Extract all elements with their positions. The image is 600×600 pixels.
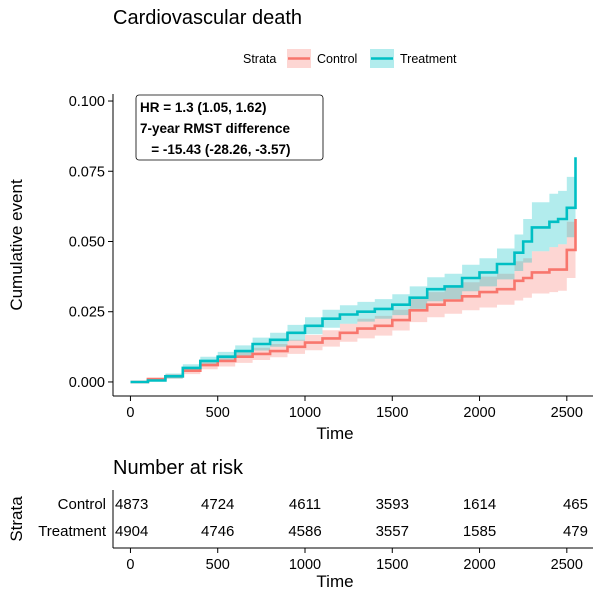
annotation-box	[135, 94, 324, 161]
chart-title: Cardiovascular death	[113, 7, 302, 29]
risk-row-label-treatment: Treatment	[38, 523, 107, 540]
annotation-line-1: HR = 1.3 (1.05, 1.62)	[140, 100, 266, 115]
legend-label-control: Control	[317, 52, 357, 66]
x-axis-title: Time	[316, 424, 353, 443]
risk-cell-control: 4611	[289, 496, 321, 513]
curve-control	[130, 219, 577, 384]
risk-row-label-control: Control	[58, 496, 106, 513]
x-tick-label: 500	[206, 405, 230, 421]
risk-x-tick-label: 1500	[376, 557, 408, 573]
risk-cell-control: 3593	[376, 496, 409, 513]
risk-x-tick-label: 500	[206, 557, 230, 573]
y-tick-label: 0.025	[69, 305, 105, 321]
x-tick-label: 2000	[463, 405, 495, 421]
y-tick-label: 0.050	[69, 234, 105, 250]
risk-cell-treatment: 4904	[115, 523, 148, 540]
y-tick-label: 0.075	[69, 164, 105, 180]
risk-cell-control: 4724	[201, 496, 234, 513]
legend-key-treatment	[370, 49, 394, 68]
risk-table: Control Treatment 4873 4724 4611 3593 1614 46…	[38, 490, 593, 573]
risk-x-tick-label: 0	[126, 557, 134, 573]
risk-cell-control: 1614	[463, 496, 496, 513]
legend: Strata Control Treatment	[243, 49, 457, 68]
y-tick-label: 0.100	[69, 94, 105, 110]
y-tick-label: 0.000	[69, 375, 105, 391]
plot-area: 0.000 0.025 0.050 0.075 0.100 0 500 1000 1500 20…	[69, 94, 593, 421]
legend-title: Strata	[243, 52, 276, 66]
annotation-line-3: = -15.43 (-28.26, -3.57)	[140, 142, 290, 157]
risk-y-axis-title: Strata	[7, 496, 26, 542]
y-axis-title: Cumulative event	[7, 179, 26, 311]
legend-label-treatment: Treatment	[400, 52, 457, 66]
risk-cell-treatment: 3557	[376, 523, 409, 540]
risk-cell-control: 465	[563, 496, 588, 513]
risk-x-tick-label: 1000	[289, 557, 321, 573]
legend-key-control	[287, 49, 311, 68]
curve-treatment	[130, 157, 577, 384]
risk-x-tick-label: 2000	[463, 557, 495, 573]
risk-table-title: Number at risk	[113, 457, 244, 479]
risk-cell-treatment: 4586	[288, 523, 321, 540]
risk-x-tick-label: 2500	[551, 557, 583, 573]
x-tick-label: 1500	[376, 405, 408, 421]
ci-band-treatment	[130, 143, 576, 382]
annotation-line-2: 7-year RMST difference	[140, 121, 291, 136]
ci-band-control	[130, 185, 576, 382]
hr-annotation: HR = 1.3 (1.05, 1.62) 7-year RMST differ…	[135, 94, 324, 161]
risk-cell-treatment: 4746	[201, 523, 234, 540]
x-tick-label: 1000	[289, 405, 321, 421]
x-tick-label: 2500	[551, 405, 583, 421]
risk-cell-treatment: 479	[563, 523, 588, 540]
risk-cell-control: 4873	[115, 496, 148, 513]
risk-cell-treatment: 1585	[463, 523, 496, 540]
x-tick-label: 0	[126, 405, 134, 421]
risk-x-axis-title: Time	[316, 572, 353, 591]
